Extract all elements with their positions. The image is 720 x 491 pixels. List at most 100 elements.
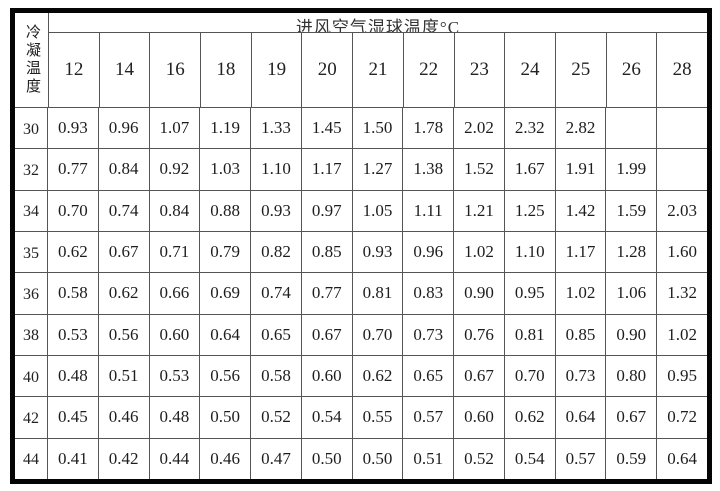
table-cell: 1.59 — [605, 190, 656, 231]
table-cell: 0.74 — [97, 190, 149, 231]
table-cell: 0.58 — [58, 283, 88, 303]
table-row: 36 0.58 0.62 0.66 0.69 0.74 0.77 0.81 0.83 0.90 0.… — [15, 272, 707, 314]
table-cell: 0.90 — [605, 314, 656, 355]
table-cell: 1.07 — [148, 108, 200, 149]
table-cell: 0.56 — [97, 314, 149, 355]
table-cell: 0.74 — [250, 273, 301, 314]
table-cell: 0.45 — [58, 407, 88, 427]
column-header: 12 — [64, 59, 84, 80]
table-cell: 0.53 — [58, 324, 88, 344]
table-cell: 0.62 — [503, 397, 555, 438]
table-row: 40 0.48 0.51 0.53 0.56 0.58 0.60 0.62 0.65 0.67 0.… — [15, 354, 707, 397]
table-cell: 1.78 — [402, 108, 453, 149]
table-cell: 0.47 — [250, 438, 301, 479]
table-cell: 0.82 — [250, 231, 301, 273]
table-row: 32 0.77 0.84 0.92 1.03 1.10 1.17 1.27 1.38 1.52 1.… — [15, 148, 707, 190]
column-header: 18 — [200, 33, 251, 107]
table-cell: 0.44 — [148, 438, 200, 479]
table-cell: 1.38 — [402, 149, 453, 190]
table-cell: 0.97 — [300, 190, 352, 231]
table-cell: 0.70 — [58, 200, 88, 220]
table-cell: 0.64 — [554, 397, 606, 438]
table-row: 38 0.53 0.56 0.60 0.64 0.65 0.67 0.70 0.73 0.76 0.… — [15, 313, 707, 355]
table-cell: 0.56 — [199, 355, 250, 397]
row-label: 35 — [15, 231, 48, 273]
table-cell: 2.03 — [656, 190, 707, 231]
row-label: 36 — [15, 273, 48, 314]
table-body: 30 0.93 0.96 1.07 1.19 1.33 1.45 1.50 1.78 2.02 2.… — [15, 107, 707, 479]
table-cell: 1.45 — [300, 108, 352, 149]
table-cell: 0.46 — [199, 438, 250, 479]
table-cell: 1.33 — [250, 108, 301, 149]
row-label: 34 — [15, 190, 48, 231]
table-cell: 0.58 — [250, 355, 301, 397]
table-cell: 0.77 — [58, 159, 88, 179]
table-cell: 0.67 — [97, 231, 149, 273]
table-cell: 1.05 — [351, 190, 403, 231]
table-cell: 0.62 — [58, 242, 88, 262]
table-cell: 0.81 — [351, 273, 403, 314]
table-row: 30 0.93 0.96 1.07 1.19 1.33 1.45 1.50 1.78 2.02 2.… — [15, 107, 707, 149]
table-cell: 1.52 — [453, 149, 504, 190]
table-cell: 0.70 — [503, 355, 555, 397]
table-cell: 1.42 — [554, 190, 606, 231]
table-cell: 0.93 — [351, 231, 403, 273]
table-cell: 0.90 — [453, 273, 504, 314]
table-cell: 0.77 — [300, 273, 352, 314]
column-header: 25 — [554, 33, 606, 107]
table-cell: 1.02 — [453, 231, 504, 273]
row-label: 30 — [15, 108, 48, 149]
column-header: 20 — [301, 33, 352, 107]
table-cell: 1.10 — [250, 149, 301, 190]
table-cell: 1.60 — [656, 231, 707, 273]
header-right: 进风空气湿球温度°C 12 14 16 18 19 20 21 22 23 24 25 26 28 — [49, 13, 707, 107]
column-header: 16 — [149, 33, 200, 107]
table-cell: 1.67 — [503, 149, 555, 190]
table-cell: 0.46 — [97, 397, 149, 438]
table-cell: 1.50 — [351, 108, 403, 149]
table-cell: 0.70 — [351, 314, 403, 355]
table-cell: 0.60 — [148, 314, 200, 355]
table-row: 35 0.62 0.67 0.71 0.79 0.82 0.85 0.93 0.96 1.02 1.… — [15, 230, 707, 273]
table-cell: 0.67 — [453, 355, 504, 397]
table-cell: 0.50 — [199, 397, 250, 438]
table-cell: 1.11 — [402, 190, 453, 231]
row-label: 44 — [15, 438, 48, 479]
table-cell: 1.27 — [351, 149, 403, 190]
table-row: 34 0.70 0.74 0.84 0.88 0.93 0.97 1.05 1.11 1.21 1.… — [15, 189, 707, 231]
table-cell: 0.79 — [199, 231, 250, 273]
table-cell: 1.21 — [453, 190, 504, 231]
table-cell: 0.51 — [402, 438, 453, 479]
corner-cell-condensing-temperature: 冷凝温度 — [15, 13, 49, 107]
table-cell: 0.41 — [58, 448, 88, 468]
table-cell: 1.06 — [605, 273, 656, 314]
table-cell: 0.52 — [453, 438, 504, 479]
table-cell: 0.60 — [453, 397, 504, 438]
column-header: 14 — [98, 33, 150, 107]
table-row: 42 0.45 0.46 0.48 0.50 0.52 0.54 0.55 0.57 0.60 0.… — [15, 396, 707, 438]
column-header: 28 — [656, 33, 707, 107]
column-header: 19 — [250, 33, 302, 107]
table-cell: 2.32 — [503, 108, 555, 149]
table-cell: 0.64 — [199, 314, 250, 355]
table-cell: 0.53 — [148, 355, 200, 397]
condensing-temperature-lookup-table: 冷凝温度 进风空气湿球温度°C 12 14 16 18 19 20 21 22 23 24 25 26… — [10, 8, 712, 484]
table-cell: 0.57 — [402, 397, 453, 438]
table-cell: 0.62 — [351, 355, 403, 397]
table-cell: 0.71 — [148, 231, 200, 273]
table-cell: 0.48 — [58, 366, 88, 386]
table-cell: 0.85 — [554, 314, 606, 355]
table-cell: 0.67 — [300, 314, 352, 355]
column-header: 26 — [605, 33, 657, 107]
table-header: 冷凝温度 进风空气湿球温度°C 12 14 16 18 19 20 21 22 23 24 25 26… — [15, 13, 707, 107]
table-cell: 0.51 — [97, 355, 149, 397]
table-cell: 0.80 — [605, 355, 656, 397]
table-cell: 0.67 — [605, 397, 656, 438]
table-cell: 0.50 — [351, 438, 403, 479]
table-cell: 0.57 — [554, 438, 606, 479]
table-cell: 1.32 — [656, 273, 707, 314]
table-cell: 1.02 — [656, 314, 707, 355]
table-cell: 1.19 — [199, 108, 250, 149]
row-label: 40 — [15, 355, 48, 397]
table-cell: 1.02 — [554, 273, 606, 314]
